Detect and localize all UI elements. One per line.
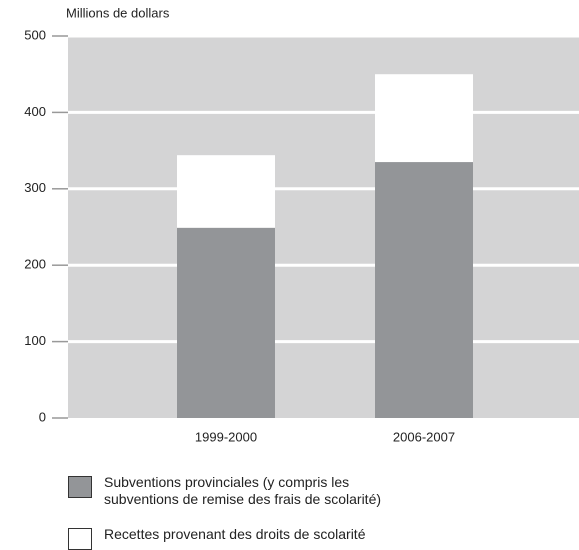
bar-segment xyxy=(177,227,275,418)
bar-segment xyxy=(375,162,473,418)
y-tick-label: 100 xyxy=(24,333,46,348)
x-tick-label: 2006-2007 xyxy=(393,429,455,444)
plot-background xyxy=(68,36,579,418)
x-tick-label: 1999-2000 xyxy=(195,429,257,444)
y-tick-label: 200 xyxy=(24,257,46,272)
bar-segment xyxy=(177,155,275,228)
y-tick-label: 0 xyxy=(39,409,46,424)
legend-item: Recettes provenant des droits de scolari… xyxy=(68,526,404,550)
chart: Millions de dollars 0 100 200 300 400 500 1999… xyxy=(24,5,579,444)
y-tick-label: 400 xyxy=(24,104,46,119)
legend-swatch xyxy=(68,528,92,550)
legend-label: Subventions provinciales (y compris les … xyxy=(104,474,382,507)
y-tick-label: 300 xyxy=(24,180,46,195)
y-tick-label: 500 xyxy=(24,27,46,42)
legend-label: Recettes provenant des droits de scolari… xyxy=(104,526,366,542)
bar-segment xyxy=(375,74,473,163)
y-axis-label: Millions de dollars xyxy=(66,5,170,20)
legend-item: Subventions provinciales (y compris les … xyxy=(68,474,404,508)
legend-swatch xyxy=(68,476,92,498)
